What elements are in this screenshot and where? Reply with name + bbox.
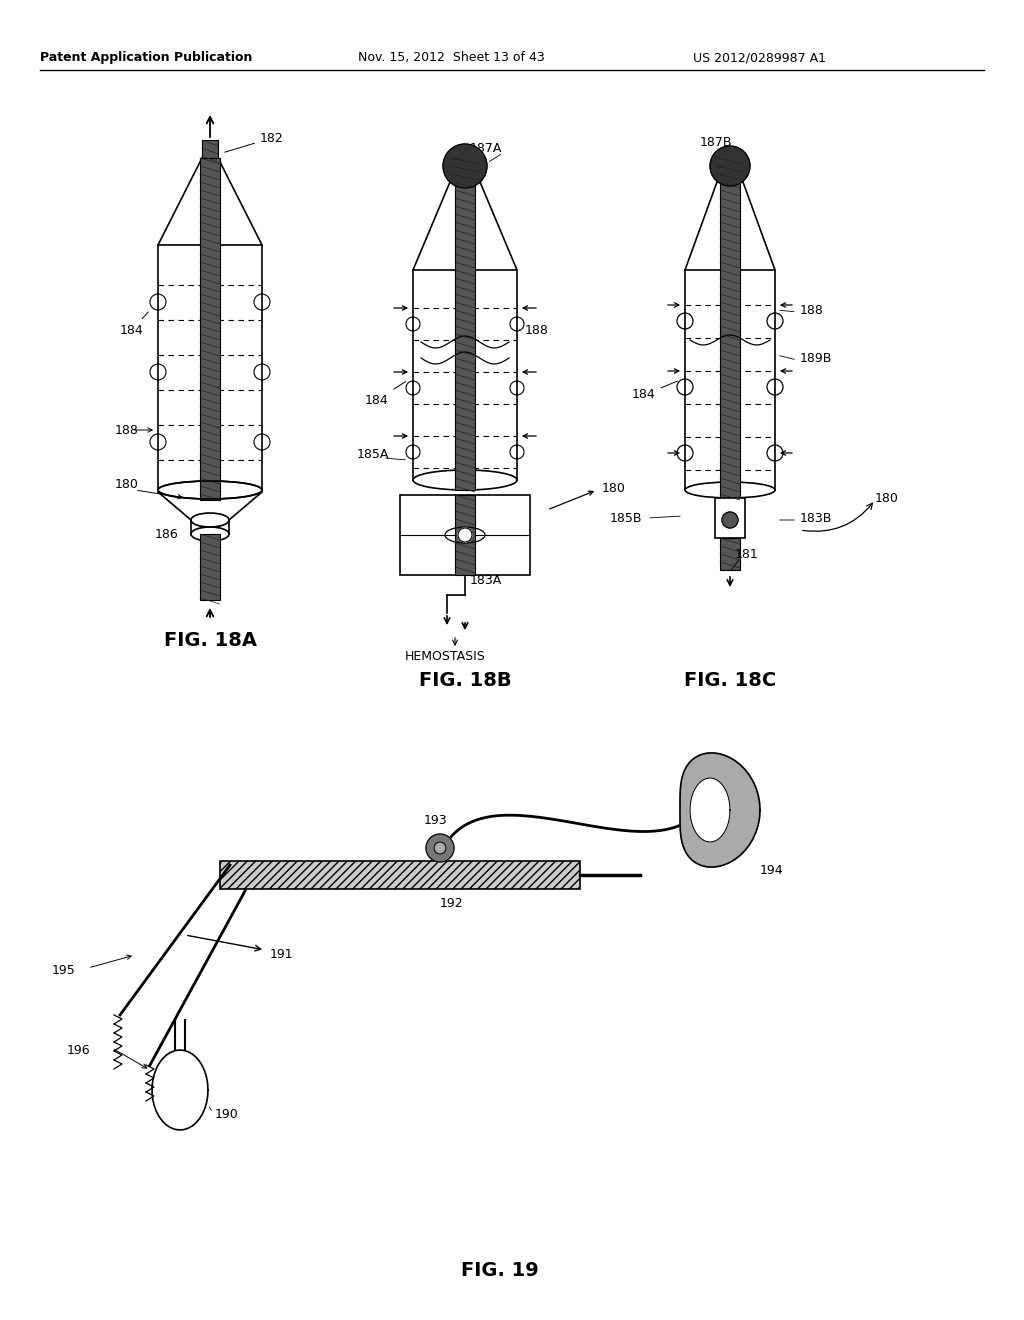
Text: 189B: 189B (800, 351, 833, 364)
Text: 188: 188 (525, 323, 549, 337)
Text: 187A: 187A (470, 141, 503, 154)
Text: 184: 184 (632, 381, 678, 401)
Bar (220, 861, 580, 888)
Bar (715, 498, 745, 539)
Text: 195: 195 (51, 964, 75, 977)
Text: 186: 186 (155, 528, 179, 541)
Text: FIG. 18C: FIG. 18C (684, 671, 776, 689)
Polygon shape (690, 777, 730, 842)
Circle shape (458, 528, 472, 543)
Text: 187B: 187B (700, 136, 732, 149)
Bar (400, 495, 530, 576)
Text: 180: 180 (115, 479, 139, 491)
Text: 181: 181 (735, 549, 759, 561)
Text: 180: 180 (874, 491, 899, 504)
Text: 185A: 185A (357, 449, 389, 462)
Text: FIG. 18B: FIG. 18B (419, 671, 511, 689)
Circle shape (426, 834, 454, 862)
Bar (202, 140, 218, 158)
Bar (455, 495, 475, 576)
Text: FIG. 19: FIG. 19 (461, 1261, 539, 1279)
Text: US 2012/0289987 A1: US 2012/0289987 A1 (693, 51, 826, 65)
Text: 182: 182 (224, 132, 284, 152)
Text: 183A: 183A (470, 573, 502, 586)
Text: 191: 191 (270, 949, 294, 961)
Text: 194: 194 (760, 863, 783, 876)
Text: 180: 180 (602, 482, 626, 495)
Text: 190: 190 (215, 1109, 239, 1122)
Text: 188: 188 (115, 424, 139, 437)
Circle shape (722, 512, 738, 528)
Circle shape (710, 147, 750, 186)
Bar (455, 182, 475, 490)
Text: HEMOSTASIS: HEMOSTASIS (404, 651, 485, 664)
Bar (200, 535, 220, 601)
Circle shape (443, 144, 487, 187)
Bar (717, 158, 743, 182)
Bar (200, 158, 220, 500)
Bar (720, 182, 740, 498)
Text: 193: 193 (423, 814, 446, 828)
Text: 192: 192 (440, 898, 464, 909)
Text: Nov. 15, 2012  Sheet 13 of 43: Nov. 15, 2012 Sheet 13 of 43 (358, 51, 545, 65)
Text: 184: 184 (365, 381, 406, 407)
Text: 184: 184 (120, 312, 148, 337)
Text: Patent Application Publication: Patent Application Publication (40, 51, 252, 65)
Text: 188: 188 (800, 304, 824, 317)
Bar (450, 158, 480, 182)
Text: 183B: 183B (800, 511, 833, 524)
Text: 196: 196 (67, 1044, 90, 1056)
Polygon shape (153, 1049, 208, 1130)
Text: FIG. 18A: FIG. 18A (164, 631, 256, 649)
Bar (720, 539, 740, 570)
Circle shape (434, 842, 446, 854)
Polygon shape (680, 752, 760, 867)
Text: 185B: 185B (610, 511, 642, 524)
